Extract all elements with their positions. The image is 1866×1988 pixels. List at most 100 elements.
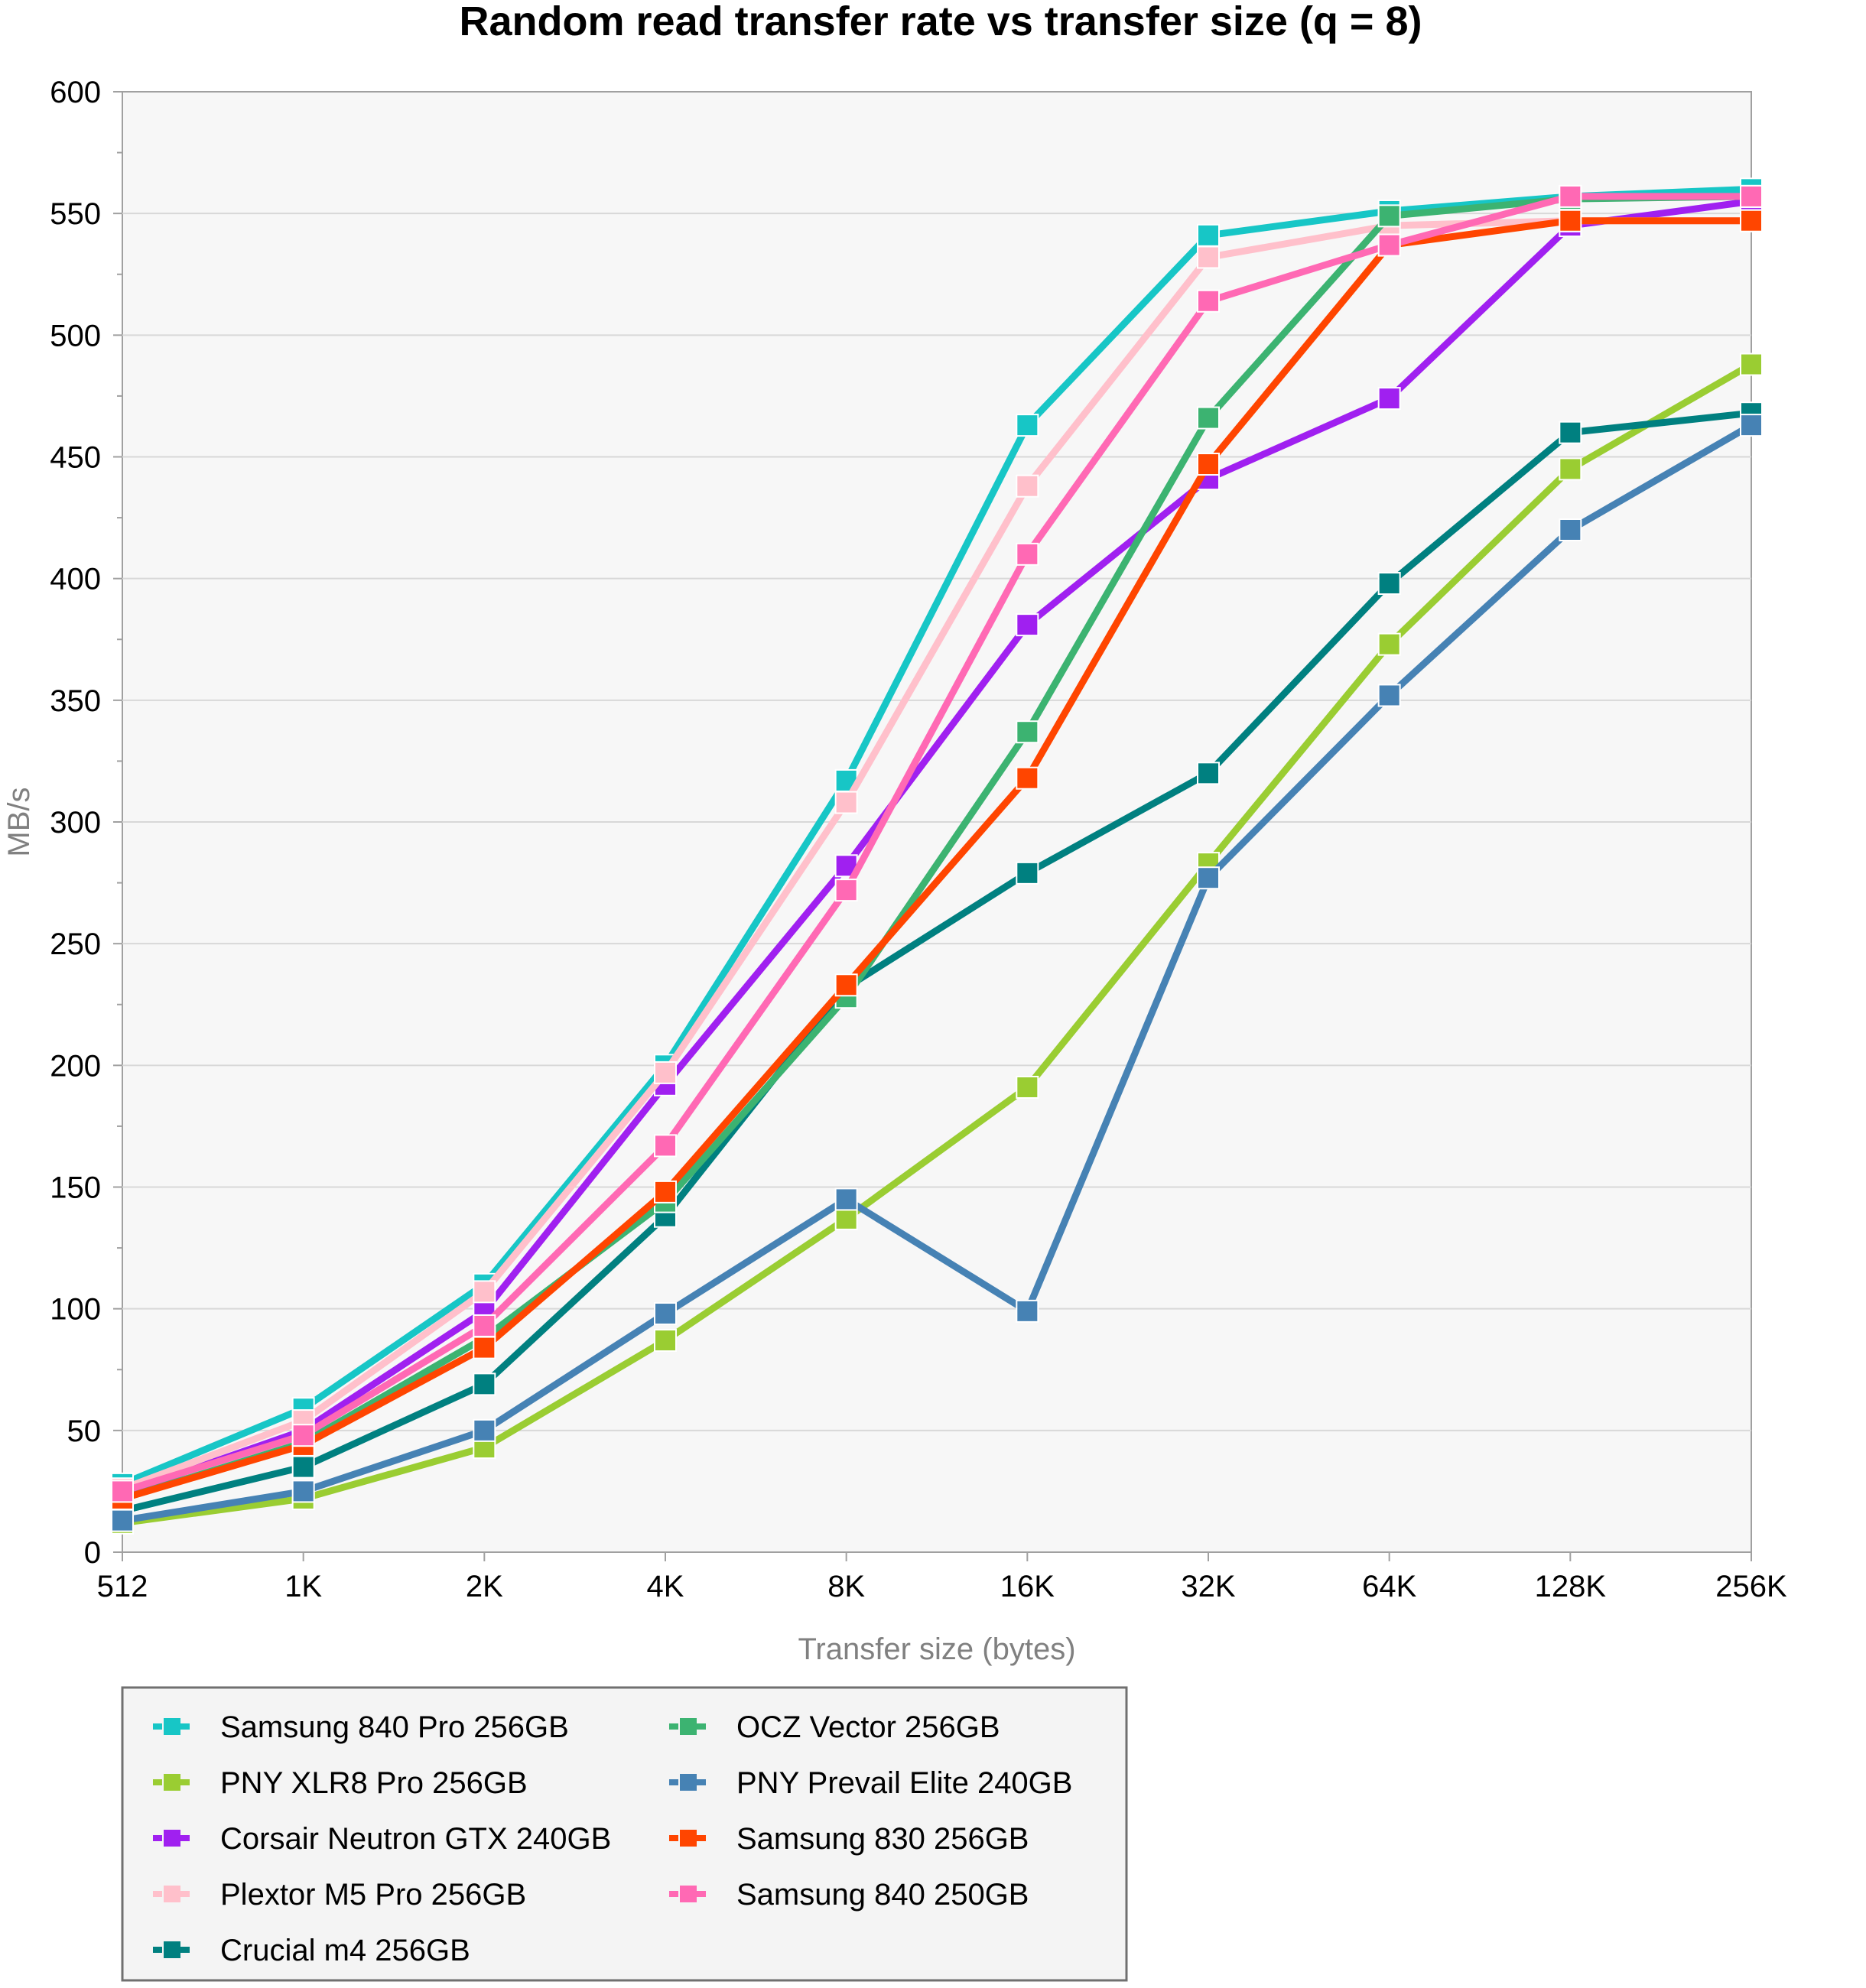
legend-label: Corsair Neutron GTX 240GB	[220, 1822, 611, 1856]
data-point	[834, 1187, 858, 1211]
data-point	[111, 1509, 134, 1532]
data-point	[1559, 457, 1582, 481]
data-point	[473, 1280, 496, 1304]
legend-marker	[164, 1774, 180, 1791]
series-line	[119, 409, 1755, 1515]
legend-item: PNY Prevail Elite 240GB	[669, 1766, 1072, 1800]
legend-item: Plextor M5 Pro 256GB	[153, 1878, 526, 1912]
legend-label: Samsung 830 256GB	[736, 1822, 1029, 1856]
data-point	[1016, 1075, 1039, 1099]
series-pny-prevail-elite-240gb	[111, 414, 1763, 1532]
data-point	[834, 973, 858, 997]
y-tick-label: 150	[50, 1171, 101, 1205]
y-tick-label: 350	[50, 684, 101, 718]
legend-marker	[164, 1718, 180, 1735]
x-axis-label: Transfer size (bytes)	[798, 1632, 1075, 1666]
y-tick-label: 300	[50, 806, 101, 840]
data-point	[291, 1424, 315, 1447]
legend-marker	[164, 1830, 180, 1847]
data-point	[291, 1480, 315, 1503]
y-tick-label: 250	[50, 927, 101, 961]
legend-item: Samsung 840 250GB	[669, 1878, 1029, 1912]
legend-item: Samsung 840 Pro 256GB	[153, 1710, 569, 1744]
data-point	[1377, 204, 1401, 228]
legend-marker	[164, 1941, 180, 1958]
x-tick-label: 16K	[1000, 1570, 1055, 1603]
data-point	[654, 1302, 677, 1326]
data-point	[111, 1480, 134, 1503]
y-tick-label: 550	[50, 197, 101, 231]
legend-label: Crucial m4 256GB	[220, 1934, 470, 1967]
series-line	[119, 193, 1755, 1495]
legend-label: Samsung 840 250GB	[736, 1878, 1029, 1912]
data-point	[654, 1134, 677, 1158]
legend-item: PNY XLR8 Pro 256GB	[153, 1766, 528, 1800]
legend-label: OCZ Vector 256GB	[736, 1710, 1000, 1744]
legend-label: Plextor M5 Pro 256GB	[220, 1878, 526, 1912]
legend-marker	[680, 1830, 697, 1847]
legend-marker	[680, 1886, 697, 1902]
series-line	[119, 193, 1755, 1502]
y-tick-label: 600	[50, 76, 101, 109]
legend-item: OCZ Vector 256GB	[669, 1710, 1000, 1744]
y-tick-label: 500	[50, 319, 101, 352]
y-tick-label: 50	[67, 1415, 102, 1448]
x-tick-label: 512	[97, 1570, 148, 1603]
y-tick-label: 100	[50, 1293, 101, 1327]
data-point	[1377, 632, 1401, 656]
data-point	[1016, 1299, 1039, 1323]
y-tick-label: 450	[50, 441, 101, 475]
data-point	[1740, 184, 1763, 208]
legend: Samsung 840 Pro 256GB PNY XLR8 Pro 256GB C…	[121, 1686, 1128, 1982]
data-point	[473, 1372, 496, 1396]
data-point	[1016, 414, 1039, 437]
x-axis: 512 1K 2K 4K 8K 16K 32K 64K 128K 256K	[97, 1552, 1787, 1603]
legend-item: Samsung 830 256GB	[669, 1822, 1029, 1856]
x-tick-label: 256K	[1715, 1570, 1787, 1603]
data-point	[834, 879, 858, 902]
x-tick-label: 64K	[1362, 1570, 1416, 1603]
x-tick-label: 32K	[1181, 1570, 1235, 1603]
y-axis-label: MB/s	[2, 787, 36, 856]
legend-label: Samsung 840 Pro 256GB	[220, 1710, 569, 1744]
series-line	[119, 421, 1755, 1525]
data-point	[1740, 352, 1763, 376]
grid-lines	[122, 213, 1751, 1431]
data-point	[1016, 613, 1039, 637]
data-point	[1197, 406, 1220, 430]
data-point	[1559, 421, 1582, 444]
series-lines	[111, 177, 1763, 1535]
data-point	[1559, 209, 1582, 232]
legend-item: Crucial m4 256GB	[153, 1934, 470, 1967]
y-tick-label: 0	[84, 1536, 101, 1570]
data-point	[1377, 572, 1401, 596]
legend-marker	[164, 1886, 180, 1902]
y-tick-label: 200	[50, 1049, 101, 1083]
legend-marker	[680, 1774, 697, 1791]
data-point	[1016, 766, 1039, 790]
series-line	[119, 217, 1755, 1502]
data-point	[654, 1180, 677, 1204]
data-point	[1377, 387, 1401, 411]
series-line	[119, 361, 1755, 1527]
series-samsung-840-250gb	[111, 184, 1763, 1503]
data-point	[1197, 223, 1220, 247]
data-point	[473, 1314, 496, 1337]
data-point	[1740, 414, 1763, 437]
data-point	[1377, 684, 1401, 707]
data-point	[1197, 453, 1220, 476]
x-tick-label: 4K	[647, 1570, 684, 1603]
data-point	[834, 1207, 858, 1230]
data-point	[1559, 184, 1582, 208]
data-point	[1016, 474, 1039, 498]
data-point	[834, 791, 858, 814]
data-point	[654, 1329, 677, 1353]
data-point	[1559, 518, 1582, 541]
y-axis: 0 50 100 150 200 250 300 350 400 450 500 550 600	[50, 76, 122, 1570]
legend-label: PNY Prevail Elite 240GB	[736, 1766, 1072, 1800]
data-point	[1016, 720, 1039, 744]
data-point	[654, 1061, 677, 1084]
data-point	[473, 1336, 496, 1359]
y-tick-label: 400	[50, 563, 101, 596]
